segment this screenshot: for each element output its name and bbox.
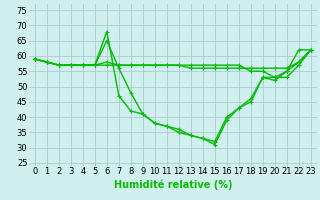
X-axis label: Humidité relative (%): Humidité relative (%) [114,179,232,190]
